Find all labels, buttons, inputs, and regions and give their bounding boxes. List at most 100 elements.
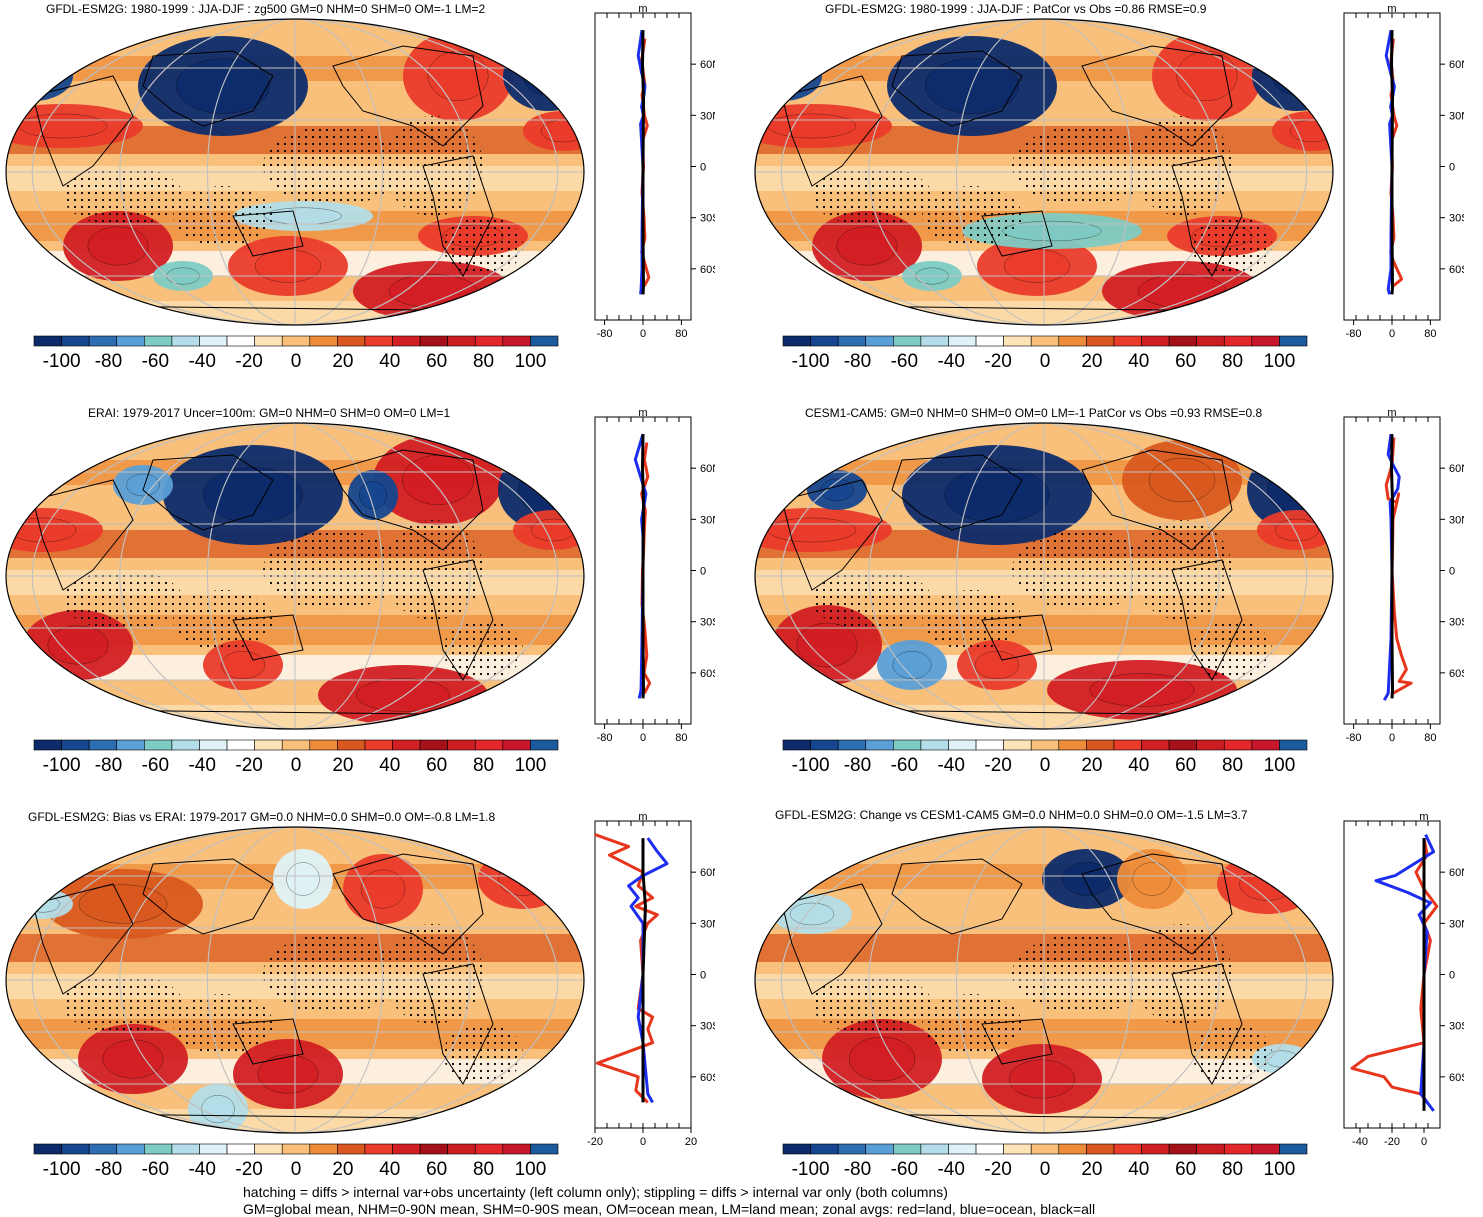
x-tick-label: -80	[1346, 732, 1362, 744]
y-tick-label: 60S	[1449, 668, 1464, 680]
colorbar-box	[171, 739, 200, 751]
colorbar-label: -40	[188, 351, 215, 372]
colorbar-label: 40	[1128, 351, 1149, 372]
colorbar-5: -100 -80 -60 -40 -20 0 20 40 60 80 100	[33, 1143, 559, 1180]
colorbar-label: -40	[937, 351, 964, 372]
y-tick-label: 60N	[700, 463, 715, 475]
colorbar-box	[1223, 1143, 1253, 1155]
zonal-plot-unit: m	[1387, 5, 1396, 15]
colorbar-label: 0	[291, 351, 302, 372]
colorbar-label: -100	[792, 1159, 830, 1180]
y-tick-label: 60N	[700, 867, 715, 879]
colorbar-box	[61, 335, 90, 347]
colorbar-label: -80	[844, 1159, 871, 1180]
colorbar-box	[144, 739, 173, 751]
zonal-line-black	[1390, 434, 1394, 699]
y-tick-label: 0	[700, 566, 706, 578]
colorbar-box	[1086, 335, 1115, 347]
colorbar-label: -100	[792, 351, 830, 372]
panel-title-6: GFDL-ESM2G: Change vs CESM1-CAM5 GM=0.0 …	[775, 808, 1248, 822]
colorbar-label: 40	[379, 1159, 400, 1180]
colorbar-label: 80	[473, 1159, 494, 1180]
colorbar-label: 20	[1081, 755, 1102, 776]
zonal-line-red	[1350, 837, 1439, 1104]
colorbar-label: 60	[426, 351, 447, 372]
colorbar-box	[865, 335, 894, 347]
colorbar-box	[364, 335, 393, 347]
zonal-plot-6: m 60N 30N 0 30S 60S -40 -20 0	[1343, 813, 1464, 1148]
colorbar-label: 60	[426, 1159, 447, 1180]
zonal-plot-3: m 60N 30N 0 30S 60S -80 0 80	[594, 409, 715, 744]
y-tick-label: 0	[700, 162, 706, 174]
y-tick-label: 60N	[1449, 867, 1464, 879]
colorbar-label: -60	[142, 1159, 169, 1180]
colorbar-label: -80	[95, 755, 122, 776]
colorbar-box	[199, 1143, 228, 1155]
colorbar-box	[392, 335, 421, 347]
y-tick-label: 30N	[1449, 110, 1464, 122]
colorbar-box	[1251, 335, 1280, 347]
colorbar-box	[254, 1143, 283, 1155]
map-4	[754, 422, 1334, 730]
colorbar-box	[1168, 1143, 1197, 1155]
colorbar-box	[782, 1143, 811, 1155]
y-tick-label: 30N	[1449, 514, 1464, 526]
y-tick-label: 0	[1449, 566, 1455, 578]
colorbar-4: -100 -80 -60 -40 -20 0 20 40 60 80 100	[782, 739, 1308, 776]
colorbar-box	[281, 739, 311, 751]
colorbar-box	[1141, 739, 1170, 751]
colorbar-box	[893, 739, 922, 751]
colorbar-label: 100	[1264, 351, 1296, 372]
colorbar-label: 100	[515, 1159, 547, 1180]
zonal-line-blue	[627, 837, 669, 1104]
colorbar-label: -100	[43, 1159, 81, 1180]
colorbar-box	[1113, 335, 1142, 347]
y-tick-label: 30N	[1449, 918, 1464, 930]
zonal-line-black	[641, 838, 647, 1103]
y-tick-label: 30S	[700, 1021, 715, 1033]
colorbar-box	[865, 1143, 894, 1155]
colorbar-box	[975, 1143, 1004, 1155]
colorbar-box	[1141, 1143, 1170, 1155]
colorbar-label: 0	[1040, 1159, 1051, 1180]
colorbar-label: 40	[379, 351, 400, 372]
panel-title-2: GFDL-ESM2G: 1980-1999 : JJA-DJF : PatCor…	[825, 2, 1207, 16]
x-tick-label: 0	[1389, 328, 1395, 340]
colorbar-box	[1086, 1143, 1115, 1155]
y-tick-label: 0	[1449, 162, 1455, 174]
colorbar-label: 20	[1081, 351, 1102, 372]
colorbar-box	[1003, 1143, 1032, 1155]
x-tick-label: -80	[597, 328, 613, 340]
colorbar-box	[1030, 335, 1060, 347]
colorbar-label: 0	[1040, 351, 1051, 372]
colorbar-box	[309, 739, 338, 751]
colorbar-label: -80	[844, 351, 871, 372]
colorbar-box	[1251, 1143, 1280, 1155]
y-tick-label: 60N	[700, 59, 715, 71]
zonal-plot-unit: m	[1387, 409, 1396, 419]
colorbar-box	[61, 739, 90, 751]
colorbar-box	[309, 1143, 338, 1155]
colorbar-box	[226, 335, 255, 347]
colorbar-box	[810, 1143, 839, 1155]
colorbar-box	[837, 1143, 867, 1155]
colorbar-box	[1003, 739, 1032, 751]
x-tick-label: 80	[675, 328, 687, 340]
y-tick-label: 30S	[1449, 1021, 1464, 1033]
colorbar-box	[502, 739, 531, 751]
colorbar-box	[33, 335, 62, 347]
colorbar-box	[948, 335, 977, 347]
colorbar-box	[447, 1143, 476, 1155]
colorbar-box	[116, 1143, 145, 1155]
colorbar-box	[419, 335, 448, 347]
y-tick-label: 30S	[1449, 213, 1464, 225]
colorbar-box	[920, 739, 949, 751]
y-tick-label: 60S	[700, 264, 715, 276]
colorbar-label: 80	[473, 755, 494, 776]
x-tick-label: 80	[1424, 328, 1436, 340]
colorbar-box	[1058, 335, 1087, 347]
x-tick-label: 0	[1421, 1136, 1427, 1148]
colorbar-box	[1196, 335, 1225, 347]
colorbar-label: 0	[291, 1159, 302, 1180]
panel-title-1: GFDL-ESM2G: 1980-1999 : JJA-DJF : zg500 …	[46, 2, 486, 16]
